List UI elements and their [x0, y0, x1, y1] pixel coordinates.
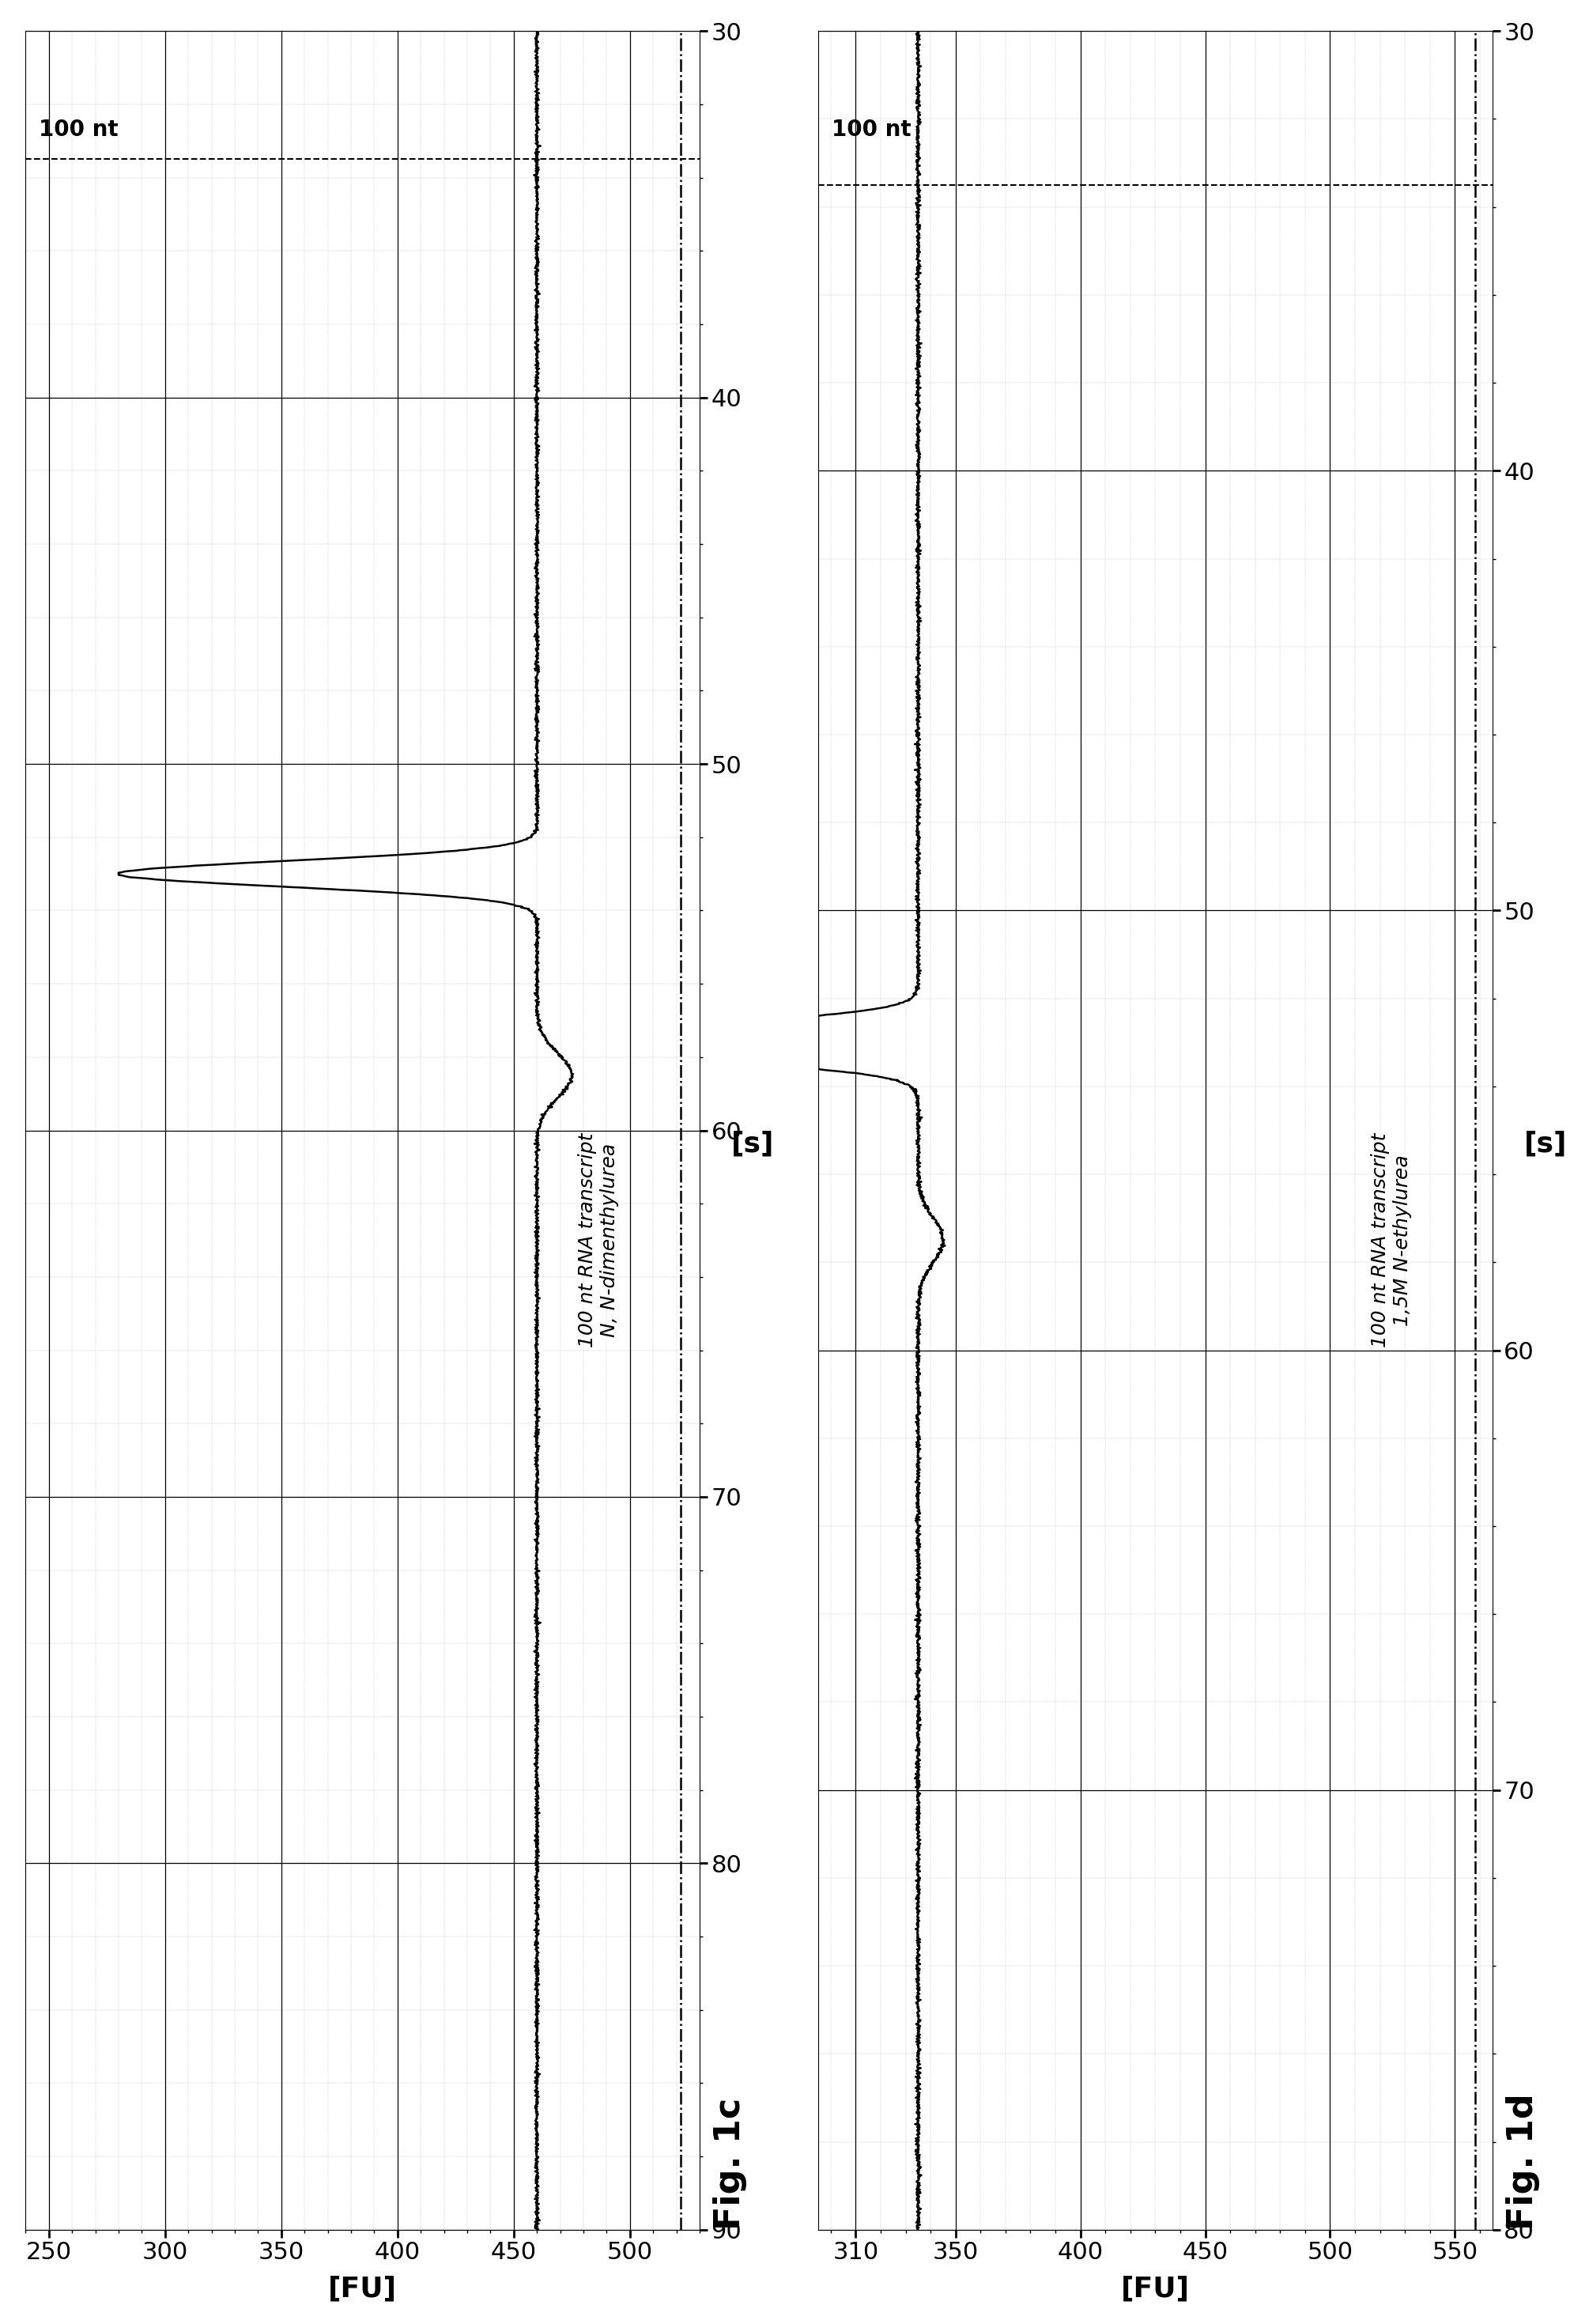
Text: 100 nt RNA transcript
1,5M N-ethylurea: 100 nt RNA transcript 1,5M N-ethylurea [1371, 1134, 1411, 1348]
X-axis label: [FU]: [FU] [1120, 2275, 1190, 2303]
Text: Fig. 1c: Fig. 1c [713, 2099, 747, 2229]
Text: 100 nt: 100 nt [831, 119, 912, 142]
Text: 100 nt RNA transcript
N, N-dimenthylurea: 100 nt RNA transcript N, N-dimenthylurea [578, 1134, 620, 1348]
Text: 100 nt: 100 nt [40, 119, 119, 142]
X-axis label: [FU]: [FU] [329, 2275, 397, 2303]
Y-axis label: [s]: [s] [731, 1129, 774, 1157]
Y-axis label: [s]: [s] [1524, 1129, 1567, 1157]
Text: Fig. 1d: Fig. 1d [1506, 2094, 1540, 2229]
